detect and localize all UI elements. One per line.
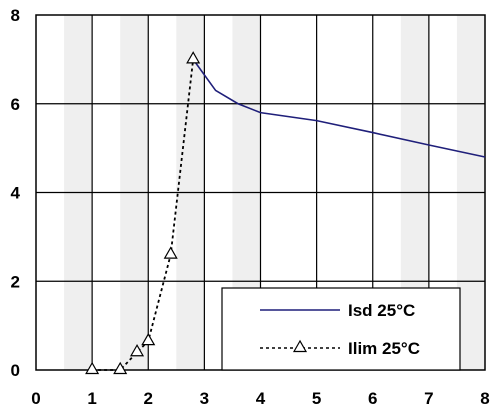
y-tick-label-0: 0 [11,361,20,380]
y-tick-label-1: 2 [11,272,20,291]
x-tick-label-0: 0 [31,389,40,408]
x-tick-label-6: 6 [368,389,377,408]
y-tick-labels: 0 2 4 6 8 [11,6,21,380]
legend-label-0: Isd 25°C [348,301,415,320]
series-1-point-4 [163,246,178,259]
x-tick-label-4: 4 [256,389,266,408]
legend-box [221,287,461,371]
legend-marker-1 [292,339,308,353]
x-tick-labels: 0 1 2 3 4 5 6 7 8 [31,389,489,408]
series-1-point-0 [85,361,100,375]
series-0-line [192,58,486,158]
x-tick-label-8: 8 [480,389,489,408]
legend: Isd 25°C Ilim 25°C [221,287,461,371]
x-tick-label-2: 2 [144,389,153,408]
series-1-point-1 [113,361,128,375]
x-tick-label-3: 3 [200,389,209,408]
y-tick-label-4: 8 [11,6,20,25]
y-tick-label-2: 4 [11,184,21,203]
series-layer [85,51,486,375]
x-tick-label-7: 7 [424,389,433,408]
series-1-line [92,59,195,371]
series-1-point-5 [186,51,201,64]
y-tick-label-3: 6 [11,95,20,114]
series-1-point-3 [141,332,156,346]
legend-label-1: Ilim 25°C [348,339,420,358]
series-1-point-2 [129,344,145,357]
x-tick-label-5: 5 [312,389,321,408]
x-tick-label-1: 1 [87,389,96,408]
